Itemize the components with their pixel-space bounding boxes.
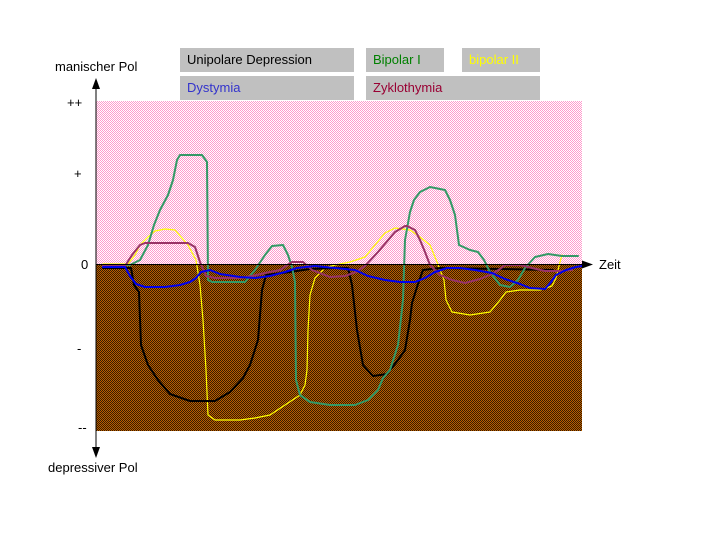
legend-zyklothymia: Zyklothymia [366, 76, 540, 100]
y-axis-up-arrow-icon [92, 78, 100, 89]
y-axis-bottom-label: depressiver Pol [48, 460, 138, 475]
curve-bipolar-2 [102, 227, 563, 421]
x-axis-label: Zeit [599, 257, 621, 272]
depressive-zone [96, 264, 582, 431]
tick-plus: + [74, 166, 82, 181]
tick-minus-minus: -- [78, 420, 87, 435]
y-axis-down-arrow-icon [92, 447, 100, 458]
manic-zone [96, 101, 582, 264]
legend-unipolare-depression: Unipolare Depression [180, 48, 354, 72]
legend-bipolar-2: bipolar II [462, 48, 540, 72]
legend-dystymia: Dystymia [180, 76, 354, 100]
tick-minus: - [77, 341, 82, 356]
curve-bipolar-1 [102, 154, 579, 406]
x-axis-arrow-icon [582, 260, 593, 269]
legend-bipolar-1: Bipolar I [366, 48, 444, 72]
tick-zero: 0 [81, 257, 89, 272]
curve-unipolare-depression [102, 267, 554, 402]
y-axis-top-label: manischer Pol [55, 59, 138, 74]
curve-zyklothymia [102, 225, 573, 284]
tick-plus-plus: ++ [67, 95, 83, 110]
curve-dystymia [102, 265, 583, 290]
